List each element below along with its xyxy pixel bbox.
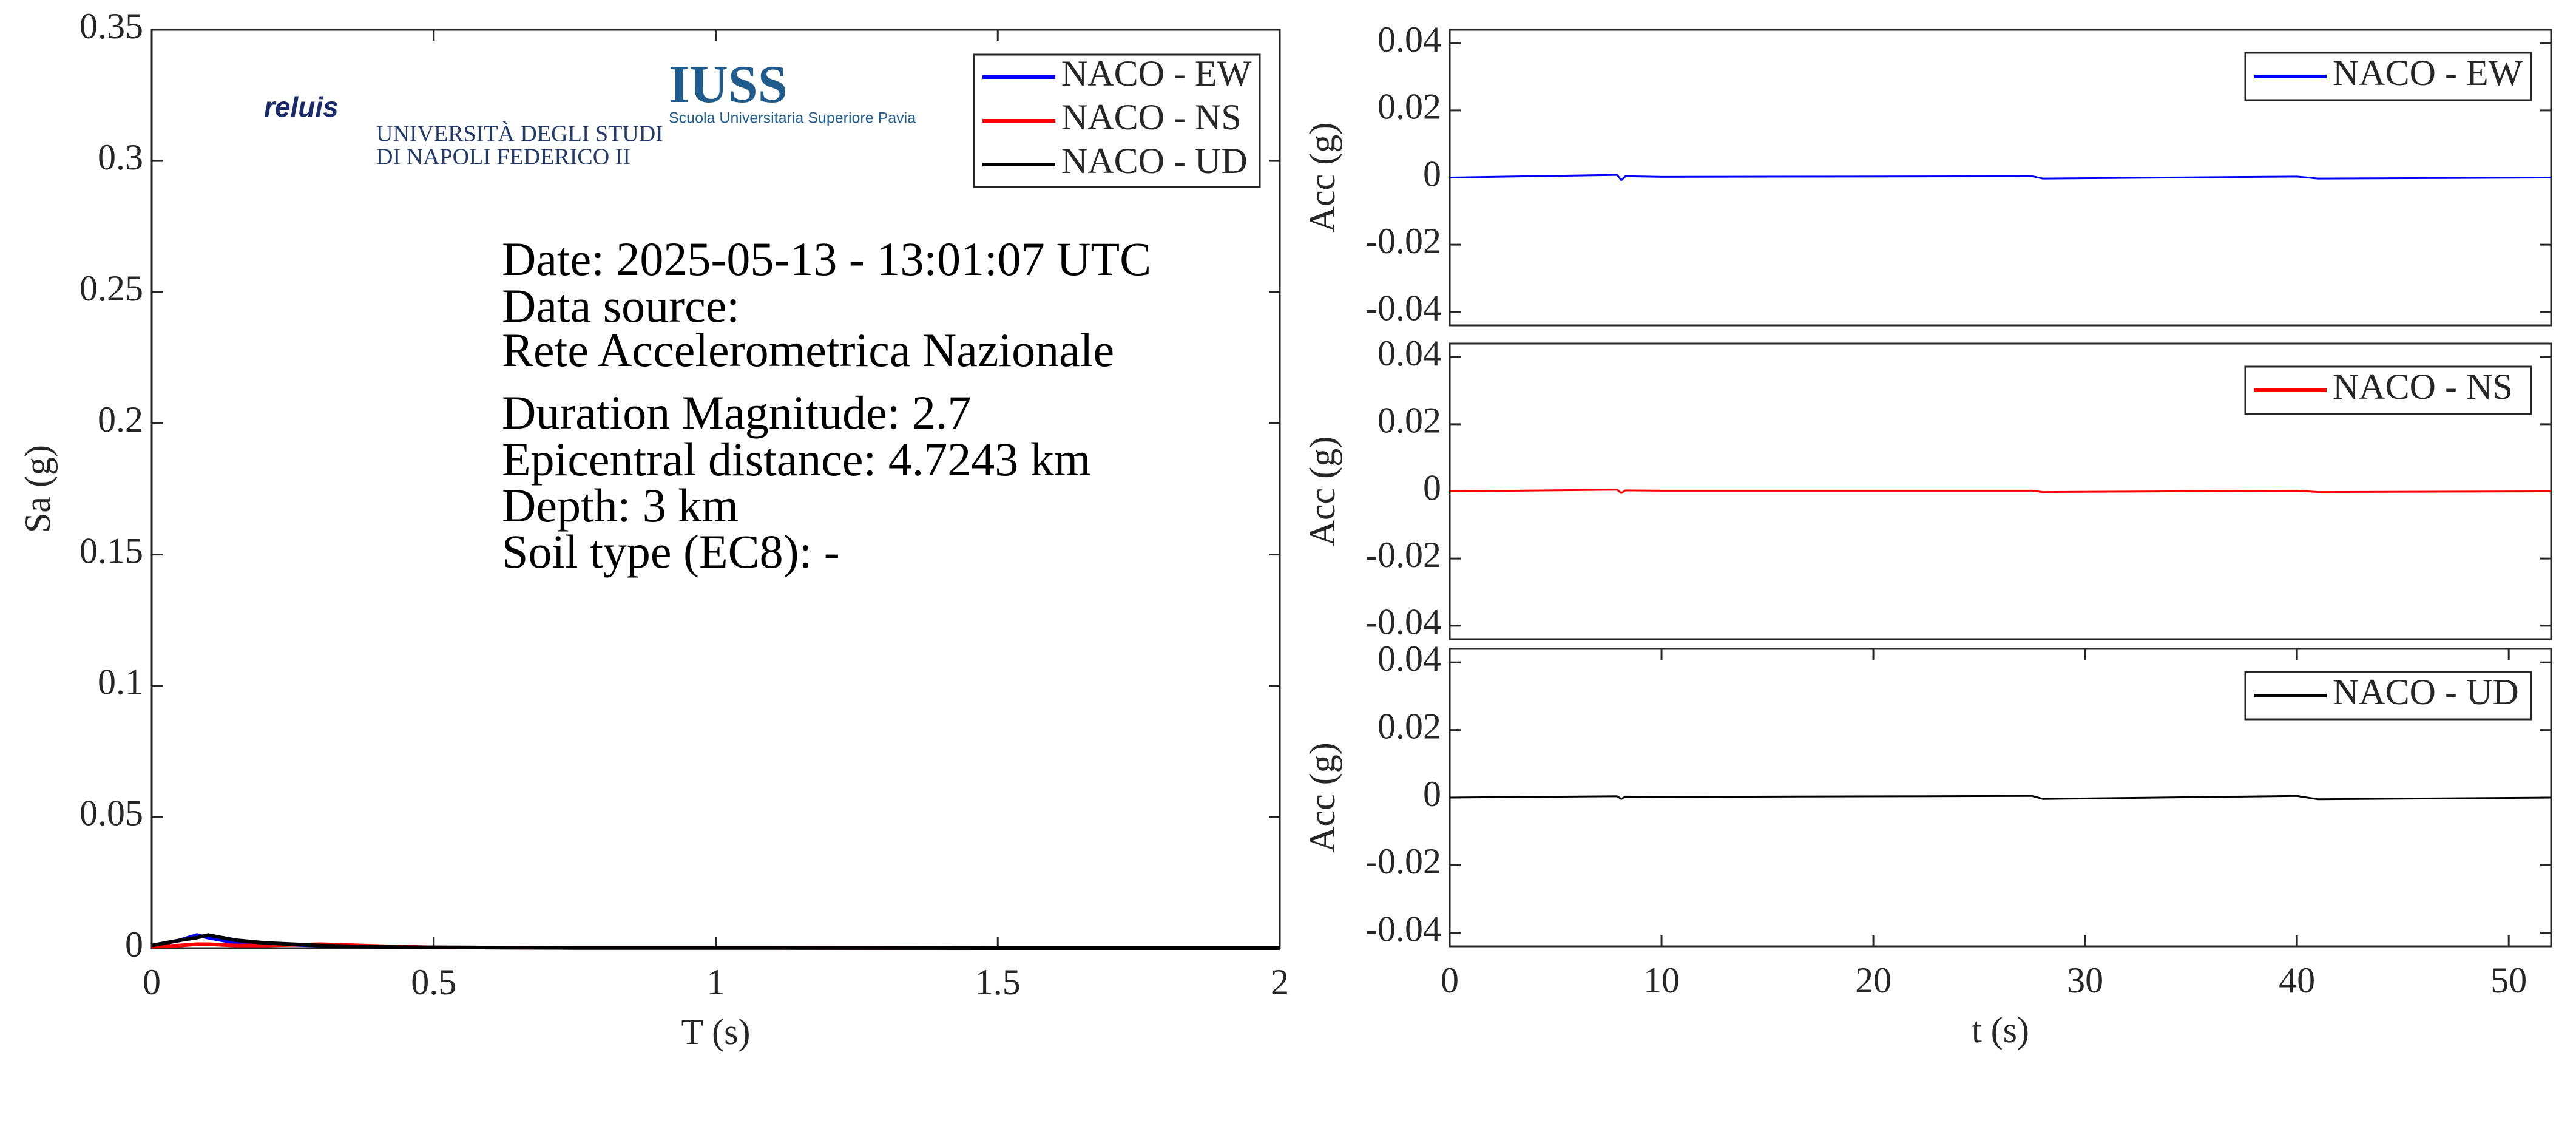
y-tick-label: 0.02	[1378, 87, 1441, 127]
annotation: Epicentral distance: 4.7243 km	[502, 433, 1090, 486]
logo-text: IUSS	[669, 55, 788, 114]
legend: NACO - NS	[2244, 365, 2532, 415]
y-axis-label: Acc (g)	[1302, 123, 1342, 233]
logo-text: reluis	[264, 91, 339, 123]
legend-box	[2244, 671, 2532, 721]
logo-text: UNIVERSITÀ DEGLI STUDI	[376, 121, 663, 147]
y-tick-label: 0.04	[1378, 333, 1441, 373]
y-tick-label: 0.35	[79, 6, 143, 46]
x-tick-label: 40	[2279, 960, 2315, 1000]
legend-label: NACO - UD	[1061, 141, 1248, 181]
x-tick-label: 0.5	[411, 962, 456, 1002]
x-tick-label: 20	[1855, 960, 1891, 1000]
legend: NACO - EW	[2244, 52, 2532, 101]
y-tick-label: -0.04	[1365, 909, 1441, 949]
y-tick-label: 0	[1423, 467, 1441, 507]
y-tick-label: 0.05	[79, 793, 143, 833]
y-axis-label: Acc (g)	[1302, 436, 1342, 547]
y-tick-label: -0.02	[1365, 535, 1441, 575]
y-tick-label: 0.15	[79, 531, 143, 571]
legend-label: NACO - EW	[1061, 53, 1252, 93]
x-tick-label: 2	[1271, 962, 1289, 1002]
x-axis-label: t (s)	[1972, 1010, 2029, 1050]
x-tick-label: 50	[2490, 960, 2527, 1000]
legend-label: NACO - NS	[1061, 97, 1242, 137]
annotation: Depth: 3 km	[502, 479, 739, 532]
series-line	[1449, 489, 2552, 495]
annotation: Soil type (EC8): -	[502, 525, 840, 578]
annotation: Duration Magnitude: 2.7	[502, 386, 971, 439]
annotation: Rete Accelerometrica Nazionale	[502, 324, 1114, 376]
series-line	[151, 933, 1280, 950]
legend-label: NACO - NS	[2333, 367, 2513, 407]
y-tick-label: 0	[125, 924, 143, 965]
y-tick-label: 0.02	[1378, 706, 1441, 746]
y-tick-label: 0.25	[79, 268, 143, 308]
y-tick-label: 0.02	[1378, 401, 1441, 441]
x-tick-label: 30	[2067, 960, 2103, 1000]
logo-text: Scuola Universitaria Superiore Pavia	[669, 110, 916, 127]
y-tick-label: 0	[1423, 154, 1441, 194]
series-line	[1449, 795, 2552, 801]
annotation: Date: 2025-05-13 - 13:01:07 UTC	[502, 232, 1151, 285]
x-tick-label: 10	[1643, 960, 1680, 1000]
legend-label: NACO - UD	[2333, 672, 2519, 712]
series-line	[1449, 174, 2552, 182]
legend-label: NACO - EW	[2333, 53, 2523, 93]
x-tick-label: 1	[707, 962, 725, 1002]
y-tick-label: -0.04	[1365, 602, 1441, 642]
legend: NACO - UD	[2244, 671, 2532, 721]
y-tick-label: 0	[1423, 774, 1441, 814]
x-tick-label: 0	[1441, 960, 1459, 1000]
logo-text: DI NAPOLI FEDERICO II	[376, 144, 630, 170]
y-tick-label: -0.02	[1365, 221, 1441, 261]
y-tick-label: 0.2	[98, 399, 143, 439]
x-tick-label: 0	[143, 962, 161, 1002]
y-tick-label: 0.1	[98, 662, 143, 702]
y-tick-label: 0.04	[1378, 19, 1441, 59]
y-tick-label: 0.04	[1378, 639, 1441, 679]
x-tick-label: 1.5	[975, 962, 1021, 1002]
y-axis-label: Sa (g)	[18, 445, 58, 533]
y-axis-label: Acc (g)	[1302, 742, 1342, 853]
annotation: Data source:	[502, 279, 740, 332]
y-tick-label: 0.3	[98, 137, 143, 177]
x-axis-label: T (s)	[681, 1012, 751, 1052]
y-tick-label: -0.02	[1365, 841, 1441, 881]
y-tick-label: -0.04	[1365, 288, 1441, 328]
